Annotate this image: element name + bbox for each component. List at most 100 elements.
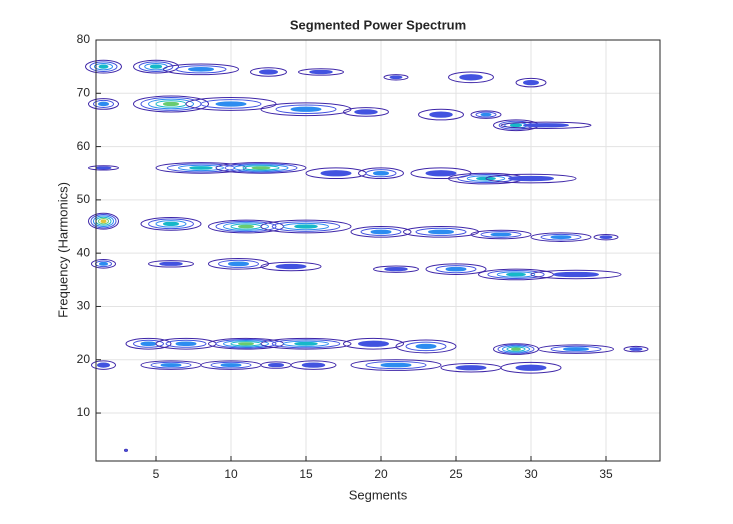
contour-line (459, 74, 483, 81)
contour-line (350, 226, 412, 238)
contour-line (405, 341, 447, 352)
contour-line (550, 345, 602, 353)
y-tick-label: 20 (77, 352, 91, 366)
contour-line (383, 74, 409, 81)
contour-line (233, 164, 289, 172)
contour-line (238, 342, 254, 346)
contour-line (98, 64, 109, 69)
contour-line (260, 102, 352, 117)
contour-line (189, 166, 213, 170)
y-axis-label: Frequency (Harmonics) (55, 182, 70, 318)
x-tick-label: 15 (299, 467, 313, 481)
y-tick-label: 40 (77, 245, 91, 259)
contour-line (150, 361, 192, 369)
contour-line (185, 97, 277, 111)
chart-title: Segmented Power Spectrum (290, 17, 466, 32)
contour-line (260, 337, 352, 350)
contour-line (343, 107, 389, 117)
contour-line (163, 101, 179, 107)
contour-line (490, 232, 512, 237)
contour-line (133, 339, 164, 348)
contour-line (497, 344, 535, 354)
contour-line (188, 67, 214, 72)
contour-line (487, 269, 545, 279)
contour-line (509, 123, 523, 128)
contour-line (165, 339, 207, 348)
contour-line (500, 121, 592, 129)
contour-line (215, 338, 277, 349)
contour-line (215, 101, 247, 107)
x-axis-label: Segments (349, 487, 408, 502)
contour-line (418, 108, 464, 121)
contour-line (553, 271, 599, 278)
contour-line (530, 269, 622, 280)
contour-line (259, 69, 278, 75)
contour-line (94, 62, 113, 71)
contour-line (210, 361, 252, 369)
contour-line (166, 163, 236, 173)
x-tick-label: 30 (524, 467, 538, 481)
contour-line (271, 339, 341, 349)
contour-line (242, 165, 280, 171)
contour-line (178, 164, 224, 172)
contour-line (275, 263, 307, 270)
contour-line (530, 232, 592, 242)
contour-line (415, 227, 467, 236)
contour-line (283, 222, 329, 231)
contour-line (163, 221, 179, 226)
contour-line (85, 59, 122, 74)
contour-line (343, 337, 404, 350)
contour-line (508, 175, 554, 182)
contour-line (275, 104, 337, 115)
contour-line (480, 231, 522, 238)
contour-line (496, 271, 536, 278)
contour-line (475, 111, 497, 118)
contour-line (435, 265, 477, 274)
x-tick-label: 5 (153, 467, 160, 481)
contour-line (511, 347, 521, 351)
contour-line (250, 67, 287, 77)
contour-line (358, 340, 389, 347)
contour-line (98, 218, 109, 225)
contour-line (466, 175, 506, 182)
contour-line (373, 170, 389, 176)
contour-line (125, 337, 172, 350)
contour-line (93, 99, 114, 109)
contour-line (99, 261, 108, 266)
contour-line (175, 65, 227, 74)
y-tick-label: 70 (77, 85, 91, 99)
contour-line (415, 343, 437, 350)
contour-line (260, 219, 352, 234)
contour-line (593, 234, 619, 241)
contour-line (200, 99, 262, 109)
plot-area (85, 39, 660, 461)
x-tick-label: 25 (449, 467, 463, 481)
contour-line (563, 347, 589, 352)
contour-line (502, 345, 530, 353)
contour-line (224, 163, 298, 173)
contour-line (485, 173, 577, 184)
axes-box (95, 39, 661, 462)
contour-line (294, 341, 318, 346)
contour-line (100, 219, 107, 224)
contour-line (515, 77, 547, 88)
contour-line (599, 235, 613, 240)
y-tick-label: 60 (77, 139, 91, 153)
contour-line (470, 110, 502, 119)
contour-line (218, 259, 259, 268)
contour-line (425, 170, 457, 177)
contour-line (380, 362, 412, 368)
contour-line (360, 227, 402, 236)
contour-line (238, 224, 254, 229)
contour-line (133, 59, 179, 74)
contour-line (228, 261, 249, 267)
contour-line (95, 166, 112, 170)
contour-line (455, 365, 487, 371)
contour-line (445, 266, 467, 272)
contour-line (160, 363, 182, 367)
y-tick-label: 80 (77, 32, 91, 46)
y-tick-label: 50 (77, 192, 91, 206)
